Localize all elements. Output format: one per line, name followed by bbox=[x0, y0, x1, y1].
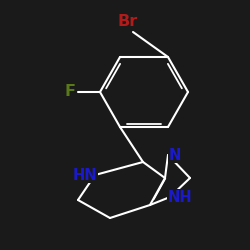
Text: N: N bbox=[169, 148, 181, 162]
Text: NH: NH bbox=[168, 190, 192, 204]
Text: Br: Br bbox=[118, 14, 138, 30]
Text: HN: HN bbox=[73, 168, 97, 182]
Text: F: F bbox=[64, 84, 76, 100]
